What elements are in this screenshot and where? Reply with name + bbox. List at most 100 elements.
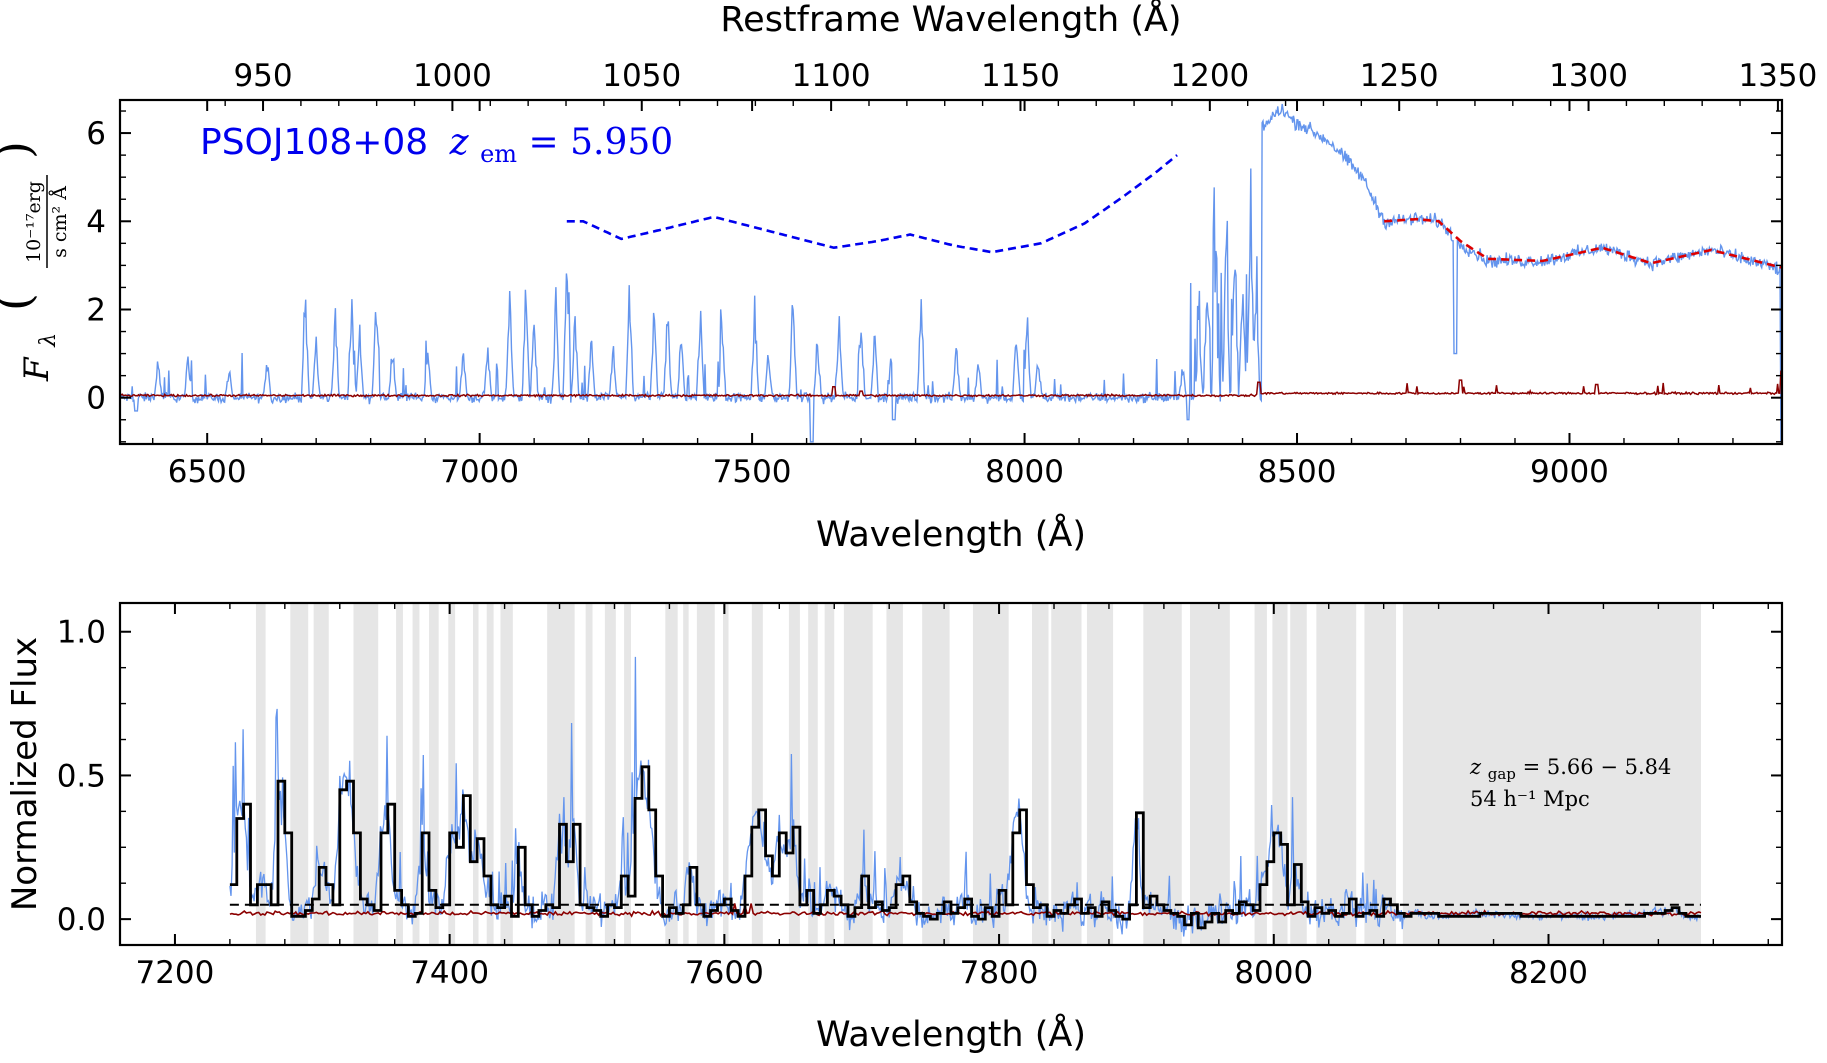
- y-axis-paren-left: (: [0, 293, 41, 311]
- top-axis-tick-label: 1350: [1738, 58, 1817, 94]
- x-tick-label: 7400: [410, 955, 489, 991]
- x-tick-label: 8200: [1509, 955, 1588, 991]
- dark-gap-region: [547, 603, 575, 945]
- top-data-marks: [120, 103, 1782, 443]
- dark-gap-region: [1189, 603, 1230, 945]
- dark-gap-region: [1316, 603, 1357, 945]
- dark-gap-region: [808, 603, 818, 945]
- annotation-z-subscript: em: [480, 140, 517, 168]
- dark-gap-region: [751, 603, 763, 945]
- dark-gap-region: [1086, 603, 1114, 945]
- top-bottom-x-axis-title: Wavelength (Å): [816, 512, 1086, 555]
- top-panel-annotation: PSOJ108+08 z em = 5.950: [200, 122, 673, 171]
- error-spectrum-line: [120, 370, 1782, 398]
- x-tick-label: 7800: [960, 955, 1039, 991]
- gap-annotation-line2: 54 h⁻¹ Mpc: [1470, 787, 1590, 811]
- x-tick-label: 7000: [440, 454, 519, 490]
- blue-dashed-model-line: [566, 154, 1178, 254]
- bottom-y-axis-title: Normalized Flux: [5, 637, 45, 911]
- x-tick-label: 9000: [1530, 454, 1609, 490]
- top-panel: 6500 7000 7500 8000 8500 9000 0 2 4 6 950 1000 1050 1…: [0, 0, 1817, 555]
- annotation-object-name: PSOJ108+08: [200, 122, 428, 163]
- top-axis-tick-label: 1300: [1549, 58, 1628, 94]
- x-tick-label: 8000: [985, 454, 1064, 490]
- binned-flux-step-line: [229, 765, 1701, 930]
- dark-gap-region: [353, 603, 379, 945]
- dark-gap-region: [696, 603, 715, 945]
- dark-gap-region: [429, 603, 439, 945]
- top-axes: 6500 7000 7500 8000 8500 9000 0 2 4 6 950 1000 1050 1…: [86, 58, 1817, 490]
- top-plot-frame: [118, 98, 1784, 446]
- y-tick-label: 2: [86, 292, 106, 328]
- dark-gap-region: [473, 603, 479, 945]
- bottom-x-axis-title: Wavelength (Å): [816, 1012, 1086, 1055]
- top-axis-tick-label: 1000: [413, 58, 492, 94]
- top-axis-tick-label: 1100: [792, 58, 871, 94]
- dark-gap-region: [255, 603, 266, 945]
- dark-gap-region: [1364, 603, 1397, 945]
- x-tick-label: 7200: [135, 955, 214, 991]
- dark-gap-region: [683, 603, 689, 945]
- dark-gap-region: [412, 603, 420, 945]
- y-tick-label: 0.0: [57, 902, 106, 938]
- gap-annotation-line1: z gap = 5.66 − 5.84: [1469, 755, 1671, 784]
- top-axis-tick-label: 950: [233, 58, 292, 94]
- y-axis-unit-denominator: s cm² Å: [49, 186, 71, 258]
- red-dashed-model-line: [1384, 217, 1782, 269]
- annotation-z-symbol: z: [449, 122, 470, 163]
- y-axis-paren-right: ): [0, 141, 41, 159]
- y-axis-symbol-lambda: λ: [36, 333, 61, 348]
- error-line: [229, 902, 1702, 918]
- x-tick-label: 7500: [713, 454, 792, 490]
- y-tick-label: 6: [86, 116, 106, 152]
- top-axis-tick-label: 1050: [602, 58, 681, 94]
- bottom-data-marks: [229, 603, 1702, 945]
- dark-gap-region: [788, 603, 800, 945]
- dark-gap-region: [1290, 603, 1307, 945]
- bottom-plot-frame: [118, 601, 1784, 947]
- y-axis-unit-numerator: 10⁻¹⁷erg: [23, 181, 45, 263]
- y-tick-label: 0.5: [57, 758, 106, 794]
- bottom-axes: 7200 7400 7600 7800 8000 8200 0.0 0.5 1.0: [57, 603, 1782, 991]
- dark-gap-region: [722, 603, 729, 945]
- annotation-z-value: = 5.950: [529, 122, 674, 163]
- gap-z-symbol: z: [1469, 755, 1482, 779]
- dark-gap-region: [824, 603, 835, 945]
- y-tick-label: 4: [86, 204, 106, 240]
- dark-gap-region: [1272, 603, 1288, 945]
- y-axis-symbol-f: F: [17, 356, 57, 382]
- y-axis-symbol: F λ: [17, 333, 61, 382]
- bottom-plot-area: [229, 603, 1702, 945]
- dark-gap-region: [604, 603, 616, 945]
- top-y-axis-title: F λ ( 10⁻¹⁷erg s cm² Å ): [0, 141, 71, 382]
- gap-z-range: = 5.66 − 5.84: [1523, 755, 1672, 779]
- y-tick-label: 1.0: [57, 615, 106, 651]
- dark-gap-region: [448, 603, 456, 945]
- dark-gap-region: [290, 603, 309, 945]
- x-tick-label: 8000: [1234, 955, 1313, 991]
- x-tick-label: 8500: [1258, 454, 1337, 490]
- dark-gap-region: [313, 603, 329, 945]
- dark-gap-region: [886, 603, 903, 945]
- top-plot-area: [120, 103, 1782, 443]
- dark-gap-region: [486, 603, 494, 945]
- y-tick-label: 0: [86, 381, 106, 417]
- top-axis-tick-label: 1200: [1170, 58, 1249, 94]
- top-axis-tick-label: 1150: [981, 58, 1060, 94]
- bottom-panel: 7200 7400 7600 7800 8000 8200 0.0 0.5 1.0 z gap …: [5, 601, 1784, 1055]
- dark-gap-region: [585, 603, 593, 945]
- dark-gap-region: [1032, 603, 1049, 945]
- dark-gap-region: [1143, 603, 1182, 945]
- dark-gap-region: [624, 603, 631, 945]
- dark-gap-region: [500, 603, 513, 945]
- top-axis-tick-label: 1250: [1360, 58, 1439, 94]
- x-tick-label: 7600: [685, 955, 764, 991]
- gap-z-subscript: gap: [1488, 765, 1516, 783]
- x-tick-label: 6500: [168, 454, 247, 490]
- dark-gap-region: [665, 603, 678, 945]
- dark-gap-region: [1402, 603, 1701, 945]
- dark-gap-region: [396, 603, 403, 945]
- top-x-axis-title: Restframe Wavelength (Å): [720, 0, 1181, 40]
- dark-gap-region: [922, 603, 950, 945]
